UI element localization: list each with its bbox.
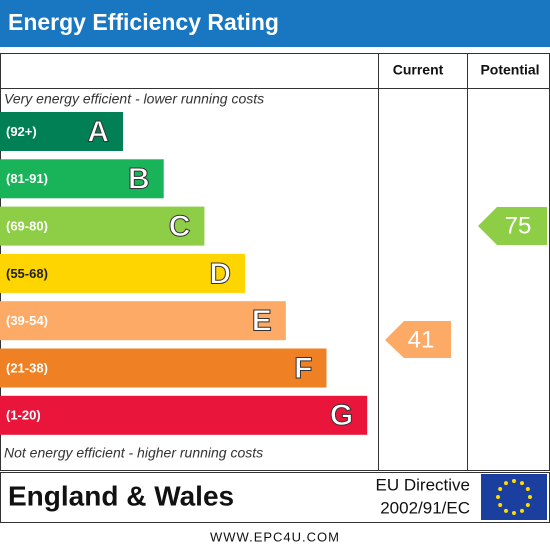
region: England & Wales: [8, 480, 234, 511]
current-arrow: [385, 321, 451, 358]
band-range: (1-20): [6, 408, 41, 423]
directive: 2002/91/EC: [380, 498, 470, 517]
band-range: (92+): [6, 124, 37, 139]
band-letter: A: [87, 115, 109, 148]
band-bar: [0, 395, 368, 435]
current-value: 41: [408, 326, 435, 353]
title-bar: [0, 0, 550, 47]
eu-star: [512, 479, 516, 483]
band-bar: [0, 206, 205, 246]
eu-star: [504, 508, 508, 513]
band-range: (39-54): [6, 313, 48, 328]
eu-star: [512, 511, 516, 515]
column-header: Current: [393, 62, 444, 78]
website: WWW.EPC4U.COM: [210, 529, 340, 544]
band-range: (69-80): [6, 219, 48, 234]
band-bar: [0, 348, 327, 388]
eu-star: [525, 487, 530, 491]
band-range: (81-91): [6, 171, 48, 186]
band-range: (55-68): [6, 266, 48, 281]
column-header: Potential: [480, 62, 539, 78]
eu-stars: [496, 479, 532, 515]
eu-star: [498, 487, 503, 491]
potential-value: 75: [505, 212, 532, 239]
band-range: (21-38): [6, 360, 48, 375]
eu-star: [496, 495, 500, 499]
band-letter: B: [128, 163, 150, 196]
eu-star: [525, 503, 530, 507]
band-bar: [0, 301, 286, 341]
potential-arrow: [478, 207, 547, 245]
eu-star: [498, 503, 503, 507]
band-letter: F: [294, 352, 312, 385]
eu-star: [520, 508, 524, 513]
band-letter: C: [169, 210, 191, 243]
band-letter: D: [209, 257, 231, 290]
band-letter: G: [330, 399, 353, 432]
band-bar: [0, 253, 246, 293]
title: Energy Efficiency Rating: [8, 9, 279, 35]
top-note: Very energy efficient - lower running co…: [4, 91, 264, 107]
eu-star: [528, 495, 532, 499]
eu-star: [520, 481, 524, 486]
band-bar: [0, 112, 123, 151]
band-letter: E: [252, 305, 272, 338]
eu-star: [504, 481, 508, 486]
band-bar: [0, 159, 164, 199]
directive: EU Directive: [376, 475, 470, 494]
bottom-note: Not energy efficient - higher running co…: [4, 445, 263, 461]
